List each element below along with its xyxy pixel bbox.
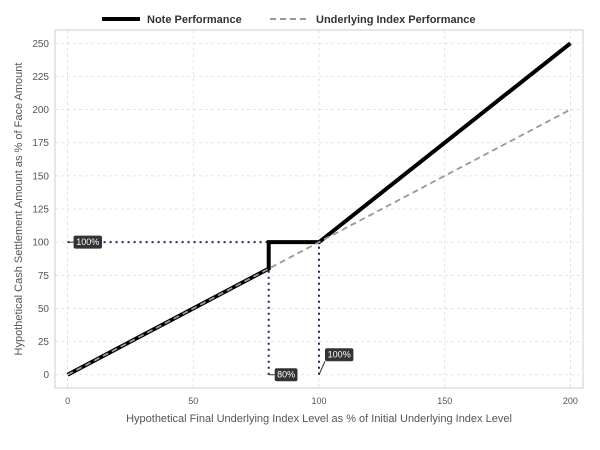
annotation-label: 80% xyxy=(277,370,295,380)
legend-label-note-performance: Note Performance xyxy=(147,14,242,26)
legend-label-underlying-index-performance: Underlying Index Performance xyxy=(316,14,476,26)
y-axis-title: Hypothetical Cash Settlement Amount as %… xyxy=(13,63,25,356)
y-tick-label: 125 xyxy=(32,205,49,216)
y-tick-label: 175 xyxy=(32,138,49,149)
x-axis-ticks: 0 50 100 150 200 xyxy=(65,396,578,406)
y-tick-label: 0 xyxy=(43,370,49,381)
annotation-box xyxy=(73,235,102,249)
y-tick-label: 200 xyxy=(32,105,49,116)
y-tick-label: 50 xyxy=(38,304,50,315)
y-tick-label: 225 xyxy=(32,72,49,83)
y-tick-label: 25 xyxy=(38,337,50,348)
annotation-box xyxy=(325,348,354,362)
annotation-box xyxy=(274,368,298,382)
y-axis-ticks: 0 25 50 75 100 125 150 175 200 225 250 xyxy=(32,39,49,381)
annotation-label: 100% xyxy=(328,350,351,360)
annotations: 100% 80% 100% xyxy=(67,235,354,382)
series-line-underlying-index-performance xyxy=(67,108,571,376)
series xyxy=(66,41,572,377)
annotation-leader xyxy=(318,361,326,375)
x-tick-label: 150 xyxy=(437,396,452,406)
y-tick-label: 100 xyxy=(32,238,49,249)
x-tick-label: 100 xyxy=(311,396,326,406)
x-tick-label: 200 xyxy=(563,396,578,406)
x-axis-title: Hypothetical Final Underlying Index Leve… xyxy=(126,413,512,425)
x-tick-label: 0 xyxy=(65,396,70,406)
y-tick-label: 250 xyxy=(32,39,49,50)
y-tick-label: 75 xyxy=(38,271,50,282)
y-tick-label: 150 xyxy=(32,171,49,182)
annotation-label: 100% xyxy=(76,237,99,247)
legend: Note Performance Underlying Index Perfor… xyxy=(102,14,476,26)
x-tick-label: 50 xyxy=(188,396,198,406)
reference-lines xyxy=(67,241,320,375)
